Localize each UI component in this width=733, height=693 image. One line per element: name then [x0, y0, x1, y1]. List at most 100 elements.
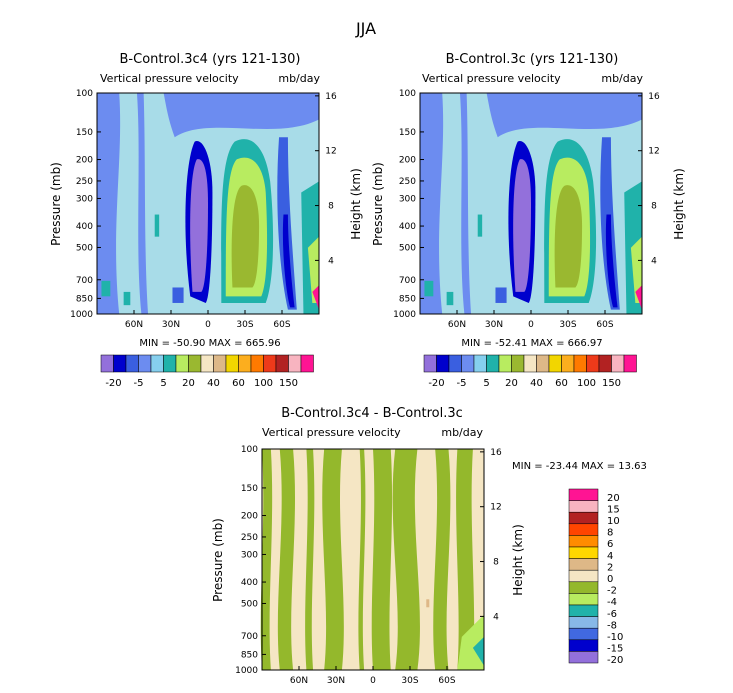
colorbar-swatch: [536, 354, 550, 373]
panel1-field: [97, 93, 319, 314]
surface-blob: [424, 280, 434, 297]
y-tick-label: 700: [241, 632, 258, 642]
y-tick-label: 150: [241, 484, 258, 494]
colorbar-swatch: [568, 639, 599, 652]
colorbar-label: 100: [254, 378, 273, 389]
y-tick-label: 200: [76, 156, 93, 166]
positive-spot: [426, 599, 430, 608]
colorbar-swatch: [473, 354, 487, 373]
surface-blob: [446, 291, 454, 306]
panel3-ylabel-right: Height (km): [511, 524, 525, 595]
colorbar-label: -8: [607, 620, 617, 631]
negative-stripe: [277, 449, 296, 670]
x-tick-label: 60N: [290, 676, 308, 686]
colorbar-swatch: [423, 354, 437, 373]
panel1-subtitle-left: Vertical pressure velocity: [100, 72, 239, 85]
colorbar-swatch: [568, 569, 599, 583]
colorbar-label: -15: [607, 644, 623, 655]
colorbar-label: 5: [483, 378, 489, 389]
colorbar-label: -20: [428, 378, 444, 389]
colorbar-swatch: [188, 354, 202, 373]
colorbar-swatch: [288, 354, 302, 373]
main-title: JJA: [355, 19, 376, 38]
colorbar-label: 40: [530, 378, 543, 389]
colorbar-swatch: [275, 354, 289, 373]
colorbar-label: -5: [457, 378, 467, 389]
panel3-subtitle-right: mb/day: [441, 426, 483, 439]
panel3-minmax: MIN = -23.44 MAX = 13.63: [512, 461, 647, 472]
y-right-tick-label: 8: [651, 202, 657, 212]
colorbar-swatch: [225, 354, 239, 373]
x-tick-label: 30S: [401, 676, 418, 686]
y-tick-label: 150: [399, 128, 416, 138]
y-right-tick-label: 4: [493, 612, 499, 622]
colorbar-label: 20: [607, 493, 620, 504]
polar-lime: [457, 614, 484, 670]
panel2-ylabel: Pressure (mb): [371, 162, 385, 246]
colorbar-swatch: [586, 354, 600, 373]
x-tick-label: 30S: [559, 320, 576, 330]
colorbar-swatch: [448, 354, 462, 373]
ascent-column-core: [190, 159, 208, 292]
y-tick-label: 500: [241, 599, 258, 609]
subsidence-core: [231, 185, 260, 288]
y-right-tick-label: 12: [325, 147, 336, 157]
polar-lime: [307, 236, 319, 303]
panel3-ylabel: Pressure (mb): [211, 518, 225, 602]
colorbar-swatch: [113, 354, 127, 373]
y-tick-label: 1000: [235, 666, 258, 676]
descent-right-core: [282, 214, 295, 308]
surface-blob: [172, 287, 184, 303]
surface-blob: [495, 287, 507, 303]
y-tick-label: 850: [399, 294, 416, 304]
colorbar-swatch: [568, 616, 599, 629]
downdraft-region-left: [97, 93, 121, 314]
colorbar-label: 20: [182, 378, 195, 389]
colorbar-swatch: [163, 354, 177, 373]
descent-right-core: [605, 214, 618, 308]
colorbar-swatch: [150, 354, 164, 373]
y-tick-label: 500: [76, 243, 93, 253]
panel2-title: B-Control.3c (yrs 121-130): [446, 52, 619, 67]
x-tick-label: 60S: [438, 676, 455, 686]
colorbar-label: 10: [607, 516, 620, 527]
y-tick-label: 300: [241, 550, 258, 560]
colorbar: -20 -5 5 20 40 60 100 150: [100, 354, 314, 389]
colorbar-label: 0: [607, 574, 613, 585]
y-tick-label: 850: [76, 294, 93, 304]
panel1-ylabel-right: Height (km): [349, 168, 363, 239]
panel2-ylabel-right: Height (km): [672, 168, 686, 239]
colorbar-swatch: [568, 627, 599, 641]
colorbar-swatch: [568, 511, 599, 525]
colorbar-swatch: [486, 354, 500, 373]
y-tick-label: 1000: [393, 310, 416, 320]
colorbar-swatch: [561, 354, 575, 373]
colorbar: -20 -5 5 20 40 60 100 150: [423, 354, 637, 389]
colorbar-label: 150: [602, 378, 621, 389]
colorbar-label: 6: [607, 539, 613, 550]
colorbar-swatch: [461, 354, 475, 373]
panel1-title: B-Control.3c4 (yrs 121-130): [120, 52, 301, 67]
x-tick-label: 0: [370, 676, 376, 686]
colorbar-label: 8: [607, 528, 613, 539]
x-tick-label: 0: [528, 320, 534, 330]
polar-teal: [472, 636, 484, 666]
colorbar-swatch: [138, 354, 152, 373]
colorbar-swatch: [568, 523, 599, 536]
panel1-subtitle-right: mb/day: [278, 72, 320, 85]
colorbar-label: 60: [555, 378, 568, 389]
y-right-tick-label: 16: [490, 448, 502, 458]
colorbar-label: -2: [607, 586, 617, 597]
colorbar-swatch: [568, 546, 599, 559]
colorbar-swatch: [200, 354, 214, 373]
y-right-tick-label: 16: [325, 92, 337, 102]
downdraft-stripe: [459, 93, 472, 314]
colorbar-label: 4: [607, 551, 613, 562]
y-tick-label: 100: [399, 89, 416, 99]
y-tick-label: 1000: [70, 310, 93, 320]
colorbar-label: -6: [607, 609, 617, 620]
downdraft-region-left: [420, 93, 444, 314]
negative-stripe: [392, 449, 420, 670]
y-tick-label: 250: [399, 177, 416, 187]
